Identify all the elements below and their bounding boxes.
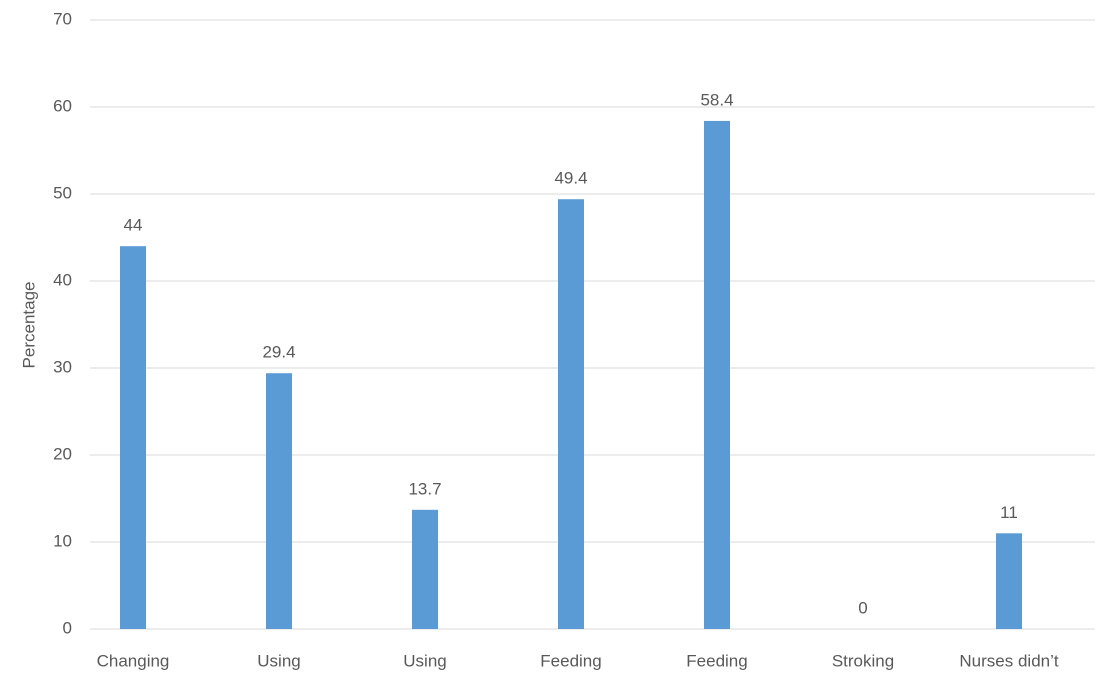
bar (120, 246, 146, 629)
bar (558, 199, 584, 629)
data-label: 29.4 (262, 343, 295, 362)
y-tick-label: 30 (53, 357, 72, 376)
y-tick-label: 60 (53, 96, 72, 115)
y-tick-label: 70 (53, 9, 72, 28)
x-tick-label: Using (403, 651, 446, 670)
bar (704, 120, 730, 630)
data-label: 0 (858, 598, 867, 617)
bar (412, 509, 438, 629)
data-label: 13.7 (408, 479, 441, 498)
x-tick-label: Feeding (686, 651, 747, 670)
x-tick-label: Changing (97, 651, 170, 670)
bar (266, 373, 292, 629)
y-tick-label: 20 (53, 444, 72, 463)
y-axis-label: Percentage (19, 282, 38, 369)
x-tick-label: Using (257, 651, 300, 670)
x-tick-label: Stroking (832, 651, 894, 670)
y-tick-label: 10 (53, 531, 72, 550)
x-tick-label: Feeding (540, 651, 601, 670)
data-label: 49.4 (554, 169, 587, 188)
bar (996, 533, 1022, 629)
data-label: 44 (124, 216, 143, 235)
x-tick-label: Nurses didn’t (959, 651, 1058, 670)
data-label: 11 (1000, 503, 1018, 522)
y-tick-label: 0 (63, 618, 72, 637)
y-tick-label: 50 (53, 183, 72, 202)
data-label: 58.4 (700, 90, 733, 109)
y-tick-label: 40 (53, 270, 72, 289)
